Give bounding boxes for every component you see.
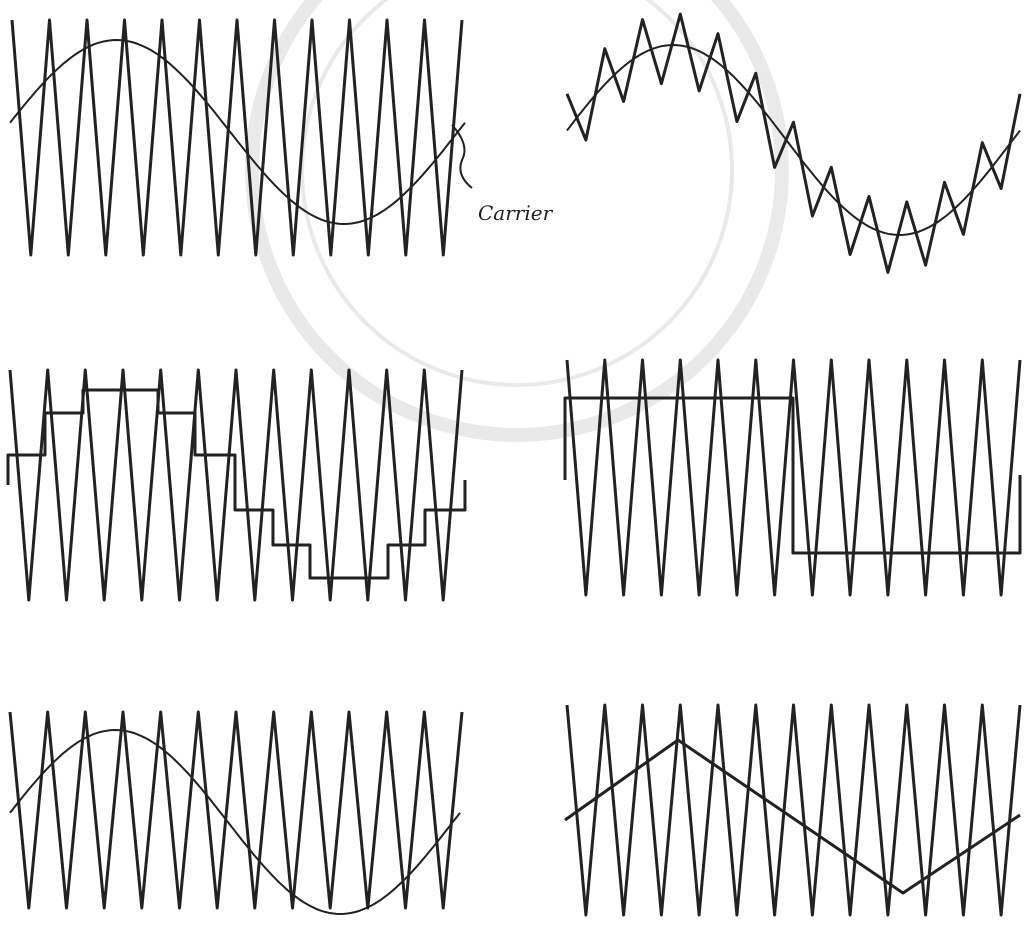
watermark xyxy=(245,0,789,442)
modulated-carrier xyxy=(565,12,1022,274)
carrier-wave xyxy=(10,18,464,257)
triangle-reference xyxy=(564,738,1021,895)
waveforms xyxy=(6,12,1022,917)
reference-sine xyxy=(566,43,1021,237)
carrier-wave xyxy=(565,703,1022,917)
carrier-wave xyxy=(8,368,464,602)
watermark-ring-inner xyxy=(300,0,734,387)
carrier-label: Carrier xyxy=(478,201,554,225)
carrier-wave xyxy=(565,358,1022,597)
watermark-ring xyxy=(245,0,789,442)
carrier-wave xyxy=(8,710,464,910)
square-wave xyxy=(563,396,1022,555)
reference-sine xyxy=(9,38,466,226)
staircase-wave xyxy=(6,388,467,580)
carrier-pointer xyxy=(451,124,473,189)
reference-sine xyxy=(9,728,461,916)
